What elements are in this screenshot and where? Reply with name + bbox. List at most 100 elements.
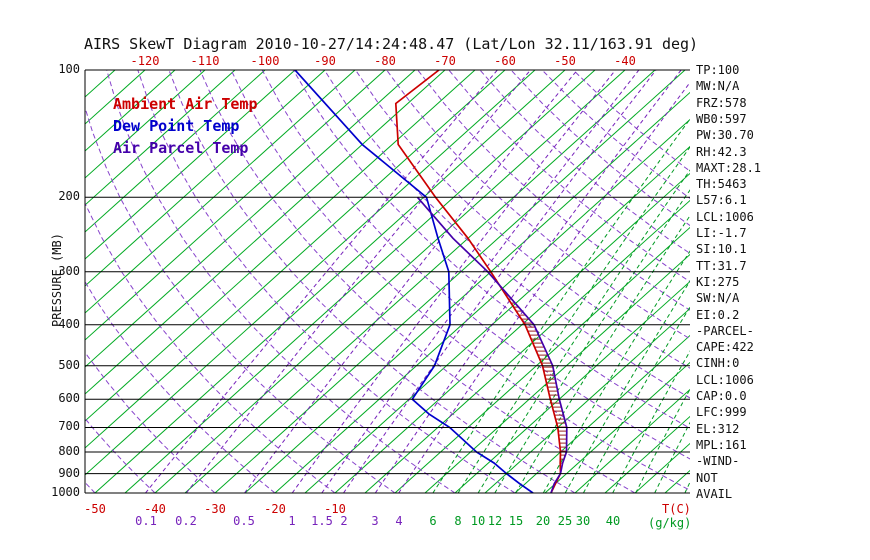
mixing-ratio-line	[635, 388, 690, 493]
mixing-ratio-tick-label: 25	[557, 514, 573, 528]
mixing-ratio-line	[343, 70, 657, 493]
isotherm-line	[184, 70, 656, 493]
bottom-temp-tick-label: -10	[324, 502, 346, 516]
indices-line: CAPE:422	[696, 340, 754, 355]
pressure-tick-label: 800	[58, 444, 80, 458]
isotherm-line	[85, 70, 236, 206]
dry-adiabat-line	[261, 70, 690, 460]
dry-adiabat-line	[417, 70, 690, 311]
isotherm-line	[85, 70, 356, 314]
indices-line: NOT	[696, 470, 718, 485]
legend-item-1: Ambient Air Temp	[113, 95, 258, 113]
isotherm-line	[514, 334, 690, 493]
dry-adiabat-line	[510, 70, 690, 227]
top-axis-tick-label: -60	[494, 54, 516, 68]
legend-item-2: Dew Point Temp	[113, 117, 240, 135]
indices-line: RH:42.3	[696, 144, 747, 159]
chart-title: AIRS SkewT Diagram 2010-10-27/14:24:48.4…	[84, 35, 699, 53]
top-axis-tick-label: -90	[314, 54, 336, 68]
indices-line: EI:0.2	[696, 307, 740, 322]
mixing-ratio-tick-label: 1.5	[311, 514, 333, 528]
isotherm-line	[85, 70, 206, 179]
indices-line: EL:312	[696, 421, 740, 436]
isotherm-line	[244, 91, 690, 493]
mixing-ratio-line	[398, 81, 690, 493]
mixing-ratio-tick-label: 3	[371, 514, 379, 528]
indices-line: PW:30.70	[696, 128, 754, 143]
mixing-ratio-tick-label: 2	[340, 514, 348, 528]
isotherm-line	[85, 70, 446, 395]
mixing-ratio-line	[185, 70, 531, 493]
mixing-ratio-line	[542, 250, 690, 493]
pressure-axis-label: PRESSURE (MB)	[50, 233, 64, 327]
mixing-ratio-line	[432, 118, 690, 493]
indices-line: CAP:0.0	[696, 389, 747, 403]
mixing-ratio-tick-label: 20	[535, 514, 551, 528]
pressure-tick-label: 300	[58, 264, 80, 278]
pressure-tick-label: 200	[58, 189, 80, 203]
top-axis-tick-label: -110	[190, 54, 220, 68]
bottom-temp-tick-label: -30	[204, 502, 226, 516]
mixing-ratio-line	[564, 280, 690, 493]
mixing-ratio-line	[457, 146, 690, 493]
isotherm-line	[85, 70, 296, 260]
indices-line: SW:N/A	[696, 291, 740, 306]
pressure-tick-label: 100	[58, 62, 80, 76]
mixing-ratio-tick-label: 8	[454, 514, 462, 528]
mixing-ratio-line	[321, 70, 640, 493]
pressure-tick-label: 500	[58, 358, 80, 372]
indices-line: KI:275	[696, 274, 740, 289]
top-axis-tick-label: -80	[374, 54, 396, 68]
mixing-ratio-line	[515, 214, 690, 493]
mixing-ratio-tick-label: 12	[487, 514, 503, 528]
mixing-ratio-tick-label: 0.2	[175, 514, 197, 528]
mixing-ratio-tick-label: 15	[508, 514, 524, 528]
indices-line: -WIND-	[696, 454, 740, 469]
dry-adiabat-line	[386, 70, 690, 340]
mixing-ratio-tick-label: 30	[575, 514, 591, 528]
isotherm-line	[85, 70, 386, 341]
isotherm-line	[85, 70, 506, 449]
mixing-ratio-tick-label: 6	[429, 514, 437, 528]
top-axis-tick-label: -100	[250, 54, 280, 68]
isotherm-line	[274, 118, 690, 493]
isotherm-line	[85, 70, 476, 422]
bottom-temp-tick-label: -20	[264, 502, 286, 516]
indices-line: SI:10.1	[696, 242, 747, 257]
indices-line: TT:31.7	[696, 258, 747, 273]
top-axis-tick-label: -70	[434, 54, 456, 68]
legend-item-3: Air Parcel Temp	[113, 139, 249, 157]
mixing-ratio-line	[654, 421, 690, 493]
pressure-tick-label: 600	[58, 391, 80, 405]
mixing-ratio-line	[612, 350, 690, 493]
mixing-ratio-tick-label: 1	[288, 514, 296, 528]
isotherm-line	[85, 70, 416, 368]
air-parcel-curve	[416, 196, 568, 493]
mixing-ratio-line	[145, 70, 498, 493]
isotherm-line	[544, 361, 690, 493]
indices-line: MAXT:28.1	[696, 160, 762, 175]
isotherm-line	[0, 70, 25, 493]
isotherm-line	[304, 145, 690, 493]
isotherm-line	[85, 70, 326, 287]
isotherm-line	[364, 199, 690, 493]
mixing-ratio-tick-label: 0.5	[233, 514, 255, 528]
isotherm-line	[85, 70, 176, 152]
dry-adiabat-line	[541, 70, 690, 199]
dry-adiabat-line	[355, 70, 690, 369]
isotherm-line	[394, 226, 690, 493]
temp-unit-label: T(C)	[662, 502, 691, 516]
indices-line: TP:100	[696, 63, 740, 77]
isotherm-line	[85, 70, 536, 476]
indices-line: LI:-1.7	[696, 226, 747, 240]
isotherm-line	[94, 70, 566, 493]
mixing-ratio-line	[244, 70, 578, 493]
pressure-tick-label: 900	[58, 466, 80, 480]
indices-line: TH:5463	[696, 177, 747, 192]
isotherm-line	[454, 280, 690, 493]
isotherm-line	[424, 253, 690, 493]
top-axis-tick-label: -120	[130, 54, 160, 68]
top-axis-tick-label: -50	[554, 54, 576, 68]
indices-line: AVAIL	[696, 486, 733, 501]
